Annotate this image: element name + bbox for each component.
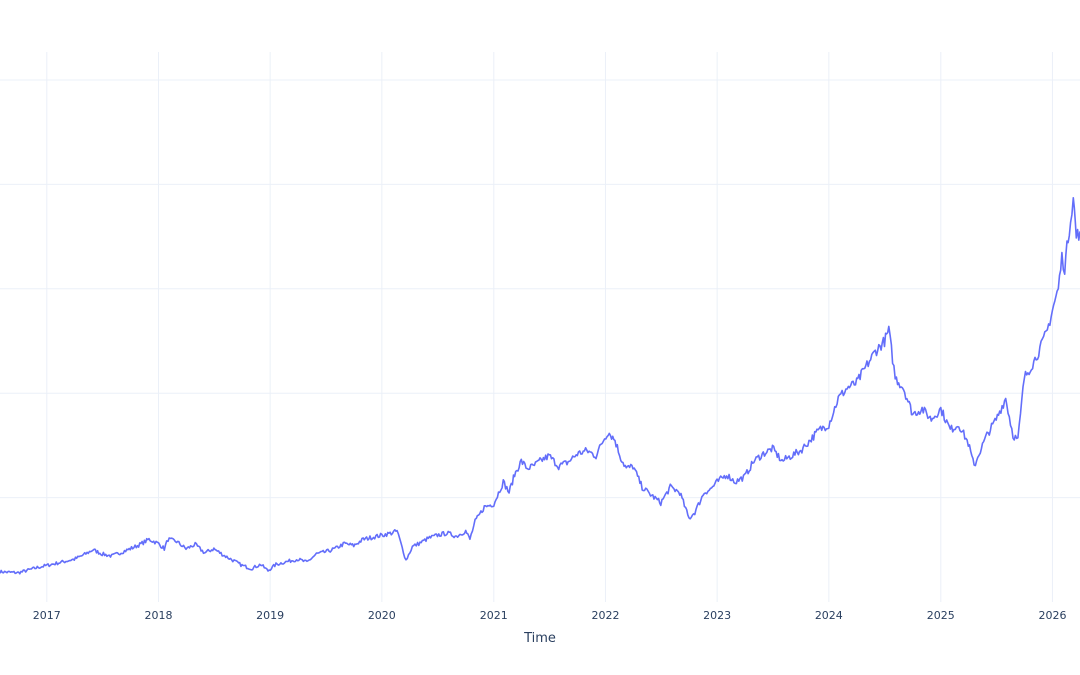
x-tick-label: 2019: [256, 609, 284, 622]
series-layer: [0, 197, 1080, 575]
x-tick-label: 2018: [144, 609, 172, 622]
x-tick-label: 2025: [927, 609, 955, 622]
x-axis-ticks: 2017 2018 2019 2020 2021 2022 2023 2024 2025 2026: [33, 609, 1067, 622]
gridlines: [0, 52, 1080, 602]
x-tick-label: 2017: [33, 609, 61, 622]
x-axis-title: Time: [523, 631, 556, 646]
series-line-0: [0, 197, 1080, 575]
x-tick-label: 2023: [703, 609, 731, 622]
x-tick-label: 2024: [815, 609, 843, 622]
x-tick-label: 2020: [368, 609, 396, 622]
x-tick-label: 2021: [480, 609, 508, 622]
x-tick-label: 2022: [591, 609, 619, 622]
x-tick-label: 2026: [1038, 609, 1066, 622]
